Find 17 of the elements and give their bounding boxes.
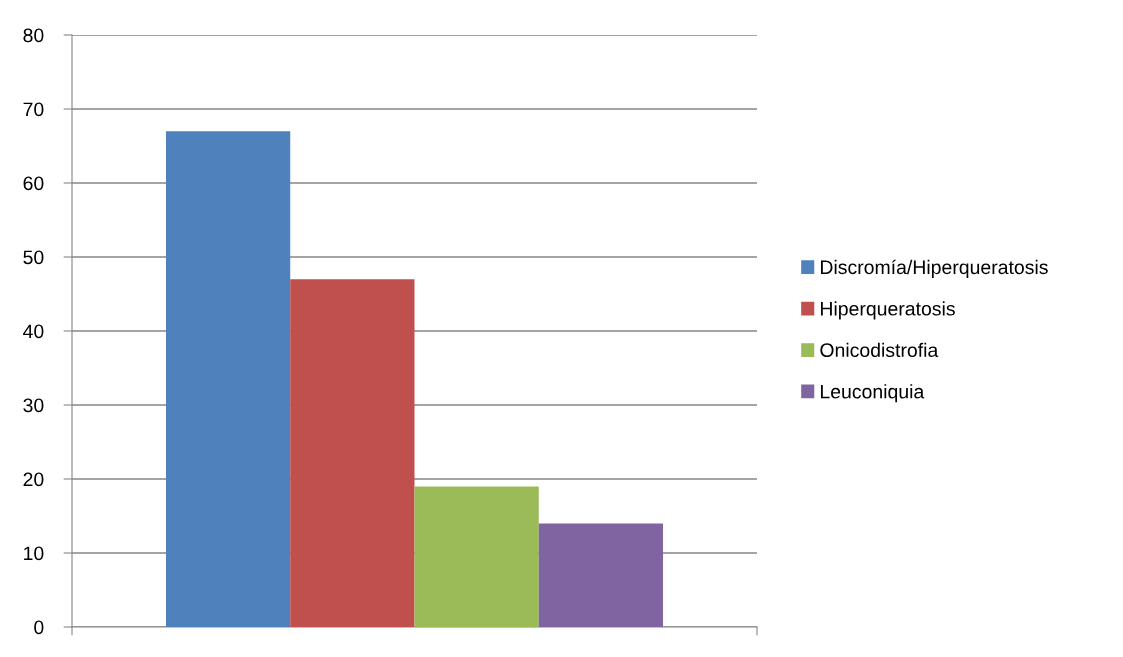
bar <box>538 523 664 627</box>
y-tick-label: 30 <box>23 398 44 413</box>
legend-label: Discromía/Hiperqueratosis <box>821 259 1048 278</box>
legend-label: Leuconiquia <box>821 384 925 403</box>
legend-label: Hiperqueratosis <box>821 301 955 320</box>
y-tick-label: 0 <box>34 620 44 635</box>
y-tick-label: 70 <box>23 102 44 117</box>
y-tick-label: 40 <box>23 324 44 339</box>
y-tick-label: 60 <box>23 176 44 191</box>
bar <box>414 486 539 627</box>
y-tick-label: 50 <box>23 250 44 265</box>
bar <box>290 279 415 627</box>
y-tick-label: 10 <box>24 546 44 561</box>
bar <box>165 131 291 627</box>
y-tick-label: 20 <box>23 472 44 487</box>
legend-label: Onicodistrofia <box>820 342 939 358</box>
y-tick-label: 80 <box>23 28 44 43</box>
